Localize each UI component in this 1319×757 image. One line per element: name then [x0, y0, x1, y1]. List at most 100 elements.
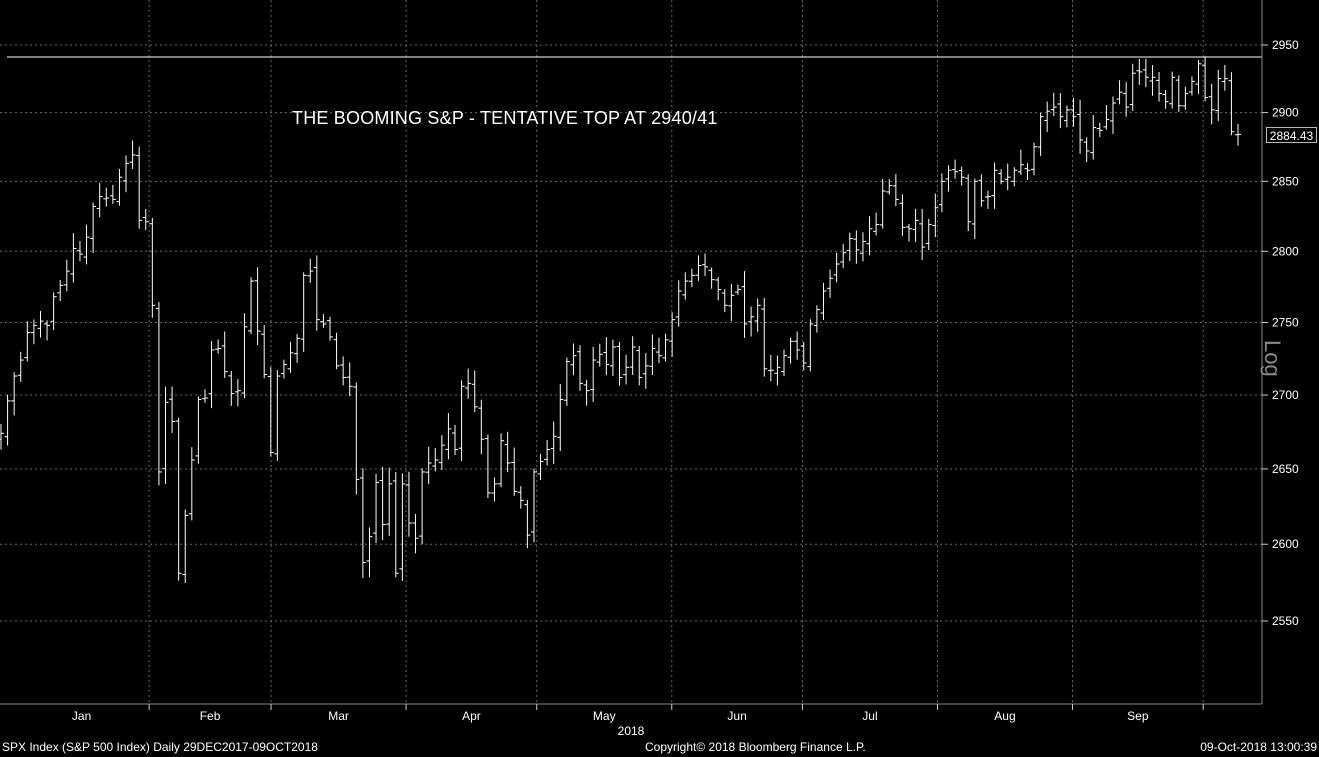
ohlc-bar [636, 345, 643, 386]
ohlc-bar [201, 389, 208, 403]
ohlc-bar [162, 386, 169, 485]
ohlc-bar [1235, 123, 1241, 146]
ohlc-bar [452, 424, 459, 456]
ohlc-bar [248, 277, 255, 334]
x-tick-label: Jun [727, 709, 746, 723]
ohlc-bar [392, 472, 399, 578]
y-tick-label: 2700 [1272, 388, 1299, 402]
ohlc-bar [83, 224, 90, 265]
ohlc-bar [1077, 99, 1084, 154]
ohlc-bar [1156, 72, 1163, 102]
ohlc-bar [109, 184, 116, 204]
ohlc-bar [1136, 58, 1143, 85]
ohlc-bar [96, 182, 103, 218]
ohlc-bar [524, 499, 531, 549]
y-tick-label: 2600 [1272, 537, 1299, 551]
ohlc-bar [432, 447, 439, 472]
ohlc-bar [1221, 64, 1228, 91]
ohlc-bar [800, 342, 807, 371]
footer-security-info: SPX Index (S&P 500 Index) Daily 29DEC201… [2, 740, 318, 754]
ohlc-bar [1057, 93, 1064, 129]
ohlc-bar [478, 399, 485, 455]
y-axis-ticks: 2550 2600 2650 2700 2750 2800 2850 2900 2950 [1262, 38, 1299, 628]
ohlc-bar [998, 169, 1005, 185]
ohlc-bar [57, 280, 64, 302]
x-tick-label: Jul [862, 709, 877, 723]
ohlc-bar [1123, 82, 1130, 117]
y-tick-label: 2850 [1272, 174, 1299, 188]
ohlc-bar [702, 253, 709, 276]
ohlc-bar [11, 372, 18, 416]
ohlc-bar [609, 339, 616, 377]
ohlc-bar [300, 272, 307, 352]
ohlc-bar [438, 435, 445, 470]
ohlc-bar [984, 190, 991, 209]
ohlc-bar [280, 359, 287, 379]
ohlc-bar [761, 298, 768, 377]
ohlc-bar [4, 394, 11, 446]
ohlc-bar [1004, 163, 1011, 191]
ohlc-bar [537, 453, 544, 481]
ohlc-bar [484, 434, 491, 499]
ohlc-bar [563, 357, 570, 406]
ohlc-bar [208, 341, 215, 409]
ohlc-bar [859, 232, 866, 262]
ohlc-bar [583, 379, 590, 406]
ohlc-bar [333, 332, 340, 370]
ohlc-bar [419, 468, 426, 545]
ohlc-bar [971, 178, 978, 240]
ohlc-bar [1116, 80, 1123, 105]
ohlc-bar [129, 140, 136, 169]
ohlc-bar [491, 477, 498, 502]
ohlc-bar [399, 473, 406, 581]
ohlc-bar [662, 333, 669, 362]
ohlc-bar [728, 283, 735, 322]
ohlc-bar [465, 368, 472, 399]
ohlc-bar [945, 165, 952, 192]
y-tick-label: 2550 [1272, 614, 1299, 628]
log-scale-label: Log [1260, 340, 1285, 377]
ohlc-bar [70, 233, 77, 283]
year-label: 2018 [618, 724, 645, 738]
ohlc-bar [195, 396, 202, 464]
ohlc-bar [932, 193, 939, 238]
ohlc-bar [1090, 115, 1097, 160]
ohlc-bar [90, 202, 97, 254]
ohlc-bar [425, 446, 432, 485]
ohlc-bar [820, 282, 827, 320]
ohlc-bar [359, 468, 366, 579]
ohlc-bar [570, 343, 577, 376]
ohlc-bar [24, 321, 31, 362]
x-tick-label: May [593, 709, 616, 723]
ohlc-bar [827, 269, 834, 298]
ohlc-bar [215, 339, 222, 354]
x-axis-ticks: Jan Feb Mar Apr May Jun Jul Aug Sep [72, 704, 1204, 723]
y-tick-label: 2900 [1272, 106, 1299, 120]
ohlc-bar [840, 243, 847, 269]
ohlc-bar [123, 155, 130, 193]
ohlc-bar [517, 486, 524, 509]
ohlc-bar [274, 370, 281, 461]
ohlc-bar [734, 284, 741, 295]
ohlc-bar [767, 354, 774, 382]
ohlc-bar [1228, 72, 1235, 136]
y-tick-label: 2800 [1272, 244, 1299, 258]
ohlc-bar [1070, 97, 1077, 127]
ohlc-bar [346, 362, 353, 397]
x-tick-label: Aug [994, 709, 1015, 723]
ohlc-bar [590, 346, 597, 402]
ohlc-bar [1044, 101, 1051, 132]
ohlc-bar [642, 353, 649, 389]
ohlc-bar [294, 334, 301, 363]
ohlc-bar [649, 334, 656, 376]
ohlc-bar [412, 513, 419, 554]
ohlc-bar [228, 370, 235, 406]
ohlc-bar [787, 337, 794, 364]
ohlc-bar [899, 194, 906, 236]
ohlc-bar [886, 179, 893, 195]
ohlc-bar [1182, 86, 1189, 110]
plot-background [0, 0, 1262, 704]
ohlc-bar [1050, 92, 1057, 117]
ohlc-bar [1063, 105, 1070, 128]
